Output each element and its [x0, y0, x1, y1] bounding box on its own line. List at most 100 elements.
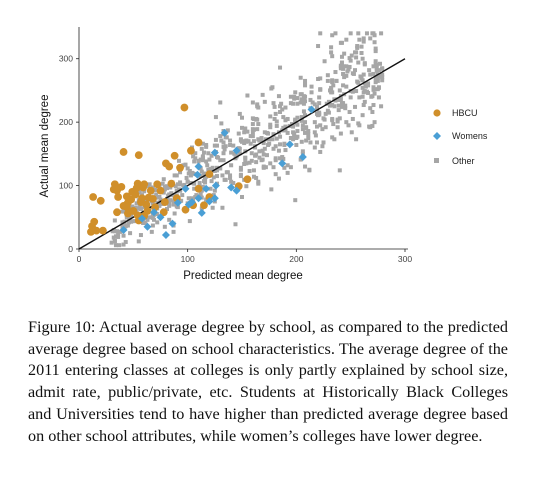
other-point	[182, 182, 187, 187]
other-point	[142, 189, 147, 194]
other-point	[336, 103, 341, 108]
other-point	[298, 157, 303, 162]
other-point	[291, 137, 296, 142]
other-point	[317, 110, 322, 115]
x-tick-label: 200	[289, 254, 303, 264]
other-point	[306, 132, 311, 137]
other-point	[160, 181, 165, 186]
other-point	[333, 98, 338, 103]
other-point	[240, 139, 244, 144]
other-point	[314, 140, 319, 145]
other-point	[225, 128, 230, 133]
other-point	[268, 114, 273, 119]
other-point	[124, 215, 129, 220]
other-point	[120, 222, 125, 227]
hbcu-point	[89, 193, 98, 201]
other-point	[370, 109, 375, 114]
other-point	[178, 170, 183, 175]
womens-point	[285, 140, 294, 149]
hbcu-point	[205, 193, 214, 201]
other-point	[339, 66, 344, 71]
hbcu-point	[99, 226, 107, 235]
womens-point	[210, 194, 219, 203]
other-point	[355, 79, 360, 84]
other-point	[268, 161, 273, 166]
other-point	[379, 104, 384, 109]
other-point	[120, 220, 125, 225]
other-point	[291, 101, 296, 106]
other-point	[232, 151, 237, 156]
other-point	[262, 146, 267, 151]
other-point	[147, 215, 152, 220]
other-point	[254, 152, 259, 157]
other-point	[280, 107, 285, 112]
other-point	[261, 152, 266, 157]
womens-point	[232, 146, 241, 155]
other-point	[125, 223, 130, 228]
womens-point	[278, 159, 287, 168]
other-point	[322, 117, 327, 122]
other-point	[371, 103, 376, 108]
other-point	[134, 201, 139, 206]
other-point	[215, 174, 220, 179]
other-point	[113, 243, 118, 248]
other-point	[243, 155, 248, 160]
hbcu-point	[140, 180, 149, 189]
other-point	[228, 138, 233, 143]
y-tick-label: 100	[59, 181, 73, 191]
other-point	[288, 136, 293, 140]
axes	[78, 27, 408, 250]
other-point	[380, 66, 385, 71]
other-point	[273, 144, 278, 149]
other-point	[220, 173, 225, 178]
other-point	[192, 181, 197, 186]
other-point	[309, 90, 314, 95]
womens-point	[119, 225, 128, 234]
other-point	[212, 143, 217, 148]
other-point	[370, 123, 375, 128]
legend: HBCU Womens Other	[433, 108, 488, 166]
other-point	[221, 140, 226, 145]
other-point	[218, 134, 223, 139]
hbcu-point	[165, 162, 174, 171]
other-point	[354, 137, 359, 142]
other-point	[254, 117, 259, 122]
other-point	[343, 103, 348, 108]
other-point	[186, 171, 191, 176]
other-point	[207, 157, 212, 162]
other-point	[312, 130, 317, 135]
other-point	[360, 56, 365, 61]
other-point	[250, 130, 255, 135]
other-point	[236, 146, 241, 151]
other-point	[339, 101, 344, 106]
other-point	[359, 51, 364, 56]
other-point	[335, 117, 340, 122]
other-point	[320, 127, 325, 132]
other-point	[162, 184, 167, 189]
other-point	[299, 115, 304, 120]
other-point	[353, 104, 358, 109]
other-point	[375, 87, 380, 92]
other-point	[280, 155, 285, 160]
x-tick-label: 300	[398, 254, 412, 264]
other-point	[198, 166, 203, 171]
womens-point	[210, 148, 219, 157]
other-point	[332, 137, 337, 142]
other-point	[198, 157, 203, 162]
other-point	[219, 138, 224, 143]
other-point	[303, 78, 308, 83]
other-point	[231, 143, 236, 148]
other-point	[346, 123, 351, 128]
womens-point	[184, 200, 193, 209]
other-point	[341, 83, 346, 88]
other-point	[374, 68, 379, 73]
other-point	[361, 90, 366, 95]
other-point	[318, 123, 323, 128]
other-point	[229, 163, 234, 168]
hbcu-point	[194, 138, 203, 147]
other-point	[249, 158, 254, 163]
other-point	[303, 130, 308, 135]
other-point	[123, 240, 128, 245]
other-point	[213, 115, 218, 120]
other-point	[308, 97, 313, 102]
